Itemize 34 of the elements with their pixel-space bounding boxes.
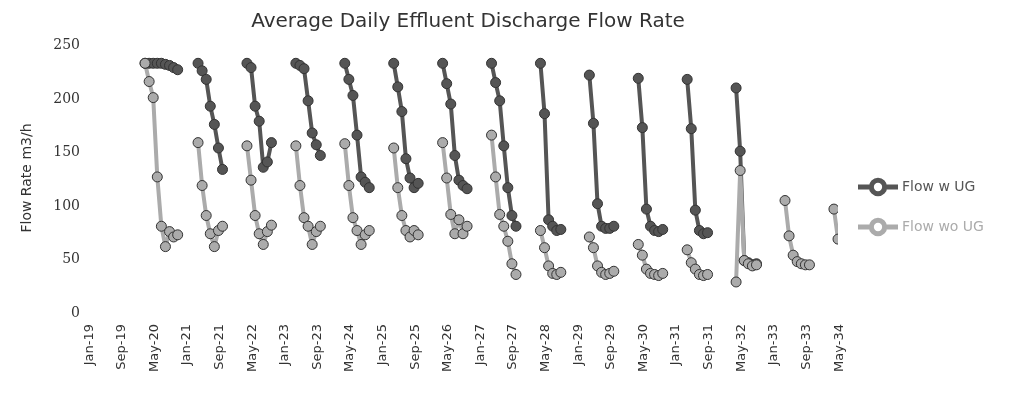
x-tick-label: May-28	[537, 324, 553, 372]
x-tick-label: May-20	[145, 324, 161, 372]
x-tick-label: Sep-31	[700, 324, 716, 370]
x-tick-label: Sep-23	[308, 324, 324, 370]
x-tick-label: Jan-29	[569, 324, 585, 367]
y-tick-label: 100	[53, 196, 80, 213]
x-tick-label: Sep-19	[113, 324, 129, 370]
x-tick-label: Jan-19	[80, 324, 96, 367]
x-tick-label: Sep-29	[602, 324, 618, 370]
x-tick-label: May-22	[243, 324, 259, 372]
y-tick-label: 50	[62, 250, 80, 267]
y-tick-label: 150	[53, 143, 80, 160]
y-axis-title: Flow Rate m3/h	[17, 123, 34, 233]
y-tick-label: 200	[53, 89, 80, 106]
x-tick-label: May-32	[732, 324, 748, 372]
y-tick-label: 0	[71, 303, 80, 320]
x-tick-label: Sep-27	[504, 324, 520, 370]
x-tick-label: May-34	[830, 324, 846, 372]
x-tick-label: Sep-33	[797, 324, 813, 370]
x-tick-label: May-26	[439, 324, 455, 372]
x-tick-label: Jan-27	[471, 324, 487, 367]
x-tick-label: Jan-21	[178, 324, 194, 367]
x-tick-label: Jan-25	[373, 324, 389, 367]
legend-label: Flow wo UG	[902, 218, 984, 234]
x-tick-label: Jan-33	[765, 324, 781, 367]
chart-title: Average Daily Effluent Discharge Flow Rate	[250, 8, 686, 32]
x-tick-label: May-30	[634, 324, 650, 372]
legend-label: Flow w UG	[902, 178, 976, 194]
x-tick-label: May-24	[341, 324, 357, 372]
y-tick-label: 250	[53, 35, 80, 52]
x-tick-label: Sep-21	[210, 324, 226, 370]
x-tick-label: Jan-31	[667, 324, 683, 367]
x-tick-label: Sep-25	[406, 324, 422, 370]
x-tick-label: Jan-23	[276, 324, 292, 367]
